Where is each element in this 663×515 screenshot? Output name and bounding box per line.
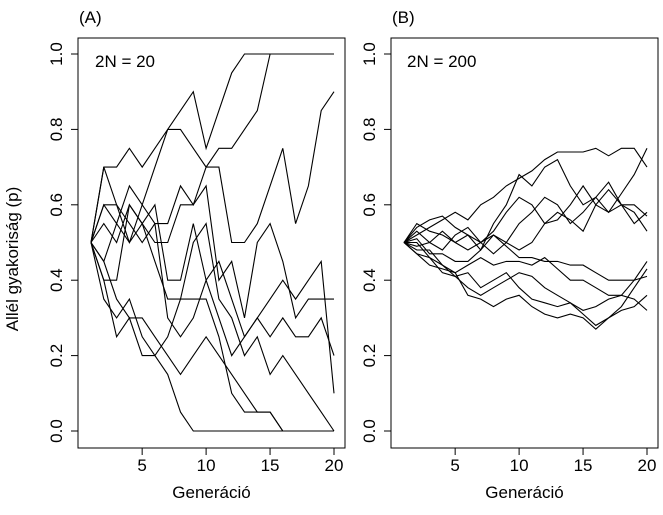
series-line-4 — [403, 181, 648, 251]
series-line-7 — [403, 242, 648, 296]
population-size-annotation: 2N = 20 — [95, 52, 155, 71]
y-axis-label: Allél gyakoriság (p) — [3, 187, 22, 332]
y-tick-label: 0.0 — [360, 419, 379, 443]
series-line-3 — [90, 91, 335, 244]
y-tick-label: 0.6 — [360, 193, 379, 217]
y-tick-label: 0.4 — [47, 268, 66, 292]
panel-label: (B) — [392, 8, 415, 27]
series-line-2 — [403, 148, 648, 251]
series-line-5 — [403, 188, 648, 255]
y-tick-label: 0.8 — [360, 118, 379, 142]
series-line-5 — [90, 203, 335, 356]
y-tick-label: 1.0 — [360, 42, 379, 66]
x-tick-label: 5 — [137, 456, 146, 475]
series-line-2 — [90, 53, 334, 243]
x-tick-label: 10 — [197, 456, 216, 475]
y-tick-label: 0.8 — [47, 118, 66, 142]
series-line-10 — [403, 242, 648, 330]
x-tick-label: 20 — [638, 456, 657, 475]
series-line-7 — [90, 204, 335, 432]
series-line-1 — [403, 147, 648, 243]
y-tick-label: 0.6 — [47, 193, 66, 217]
x-tick-label: 15 — [261, 456, 280, 475]
panel-label: (A) — [79, 8, 102, 27]
series-line-6 — [403, 234, 648, 281]
panel-b: (B) 2N = 200 5 10 15 20 Generáció 0.0 0.2 0.4 0.6 0… — [360, 8, 659, 502]
series-line-3 — [403, 184, 648, 244]
x-tick-label: 10 — [510, 456, 529, 475]
y-tick-label: 0.2 — [47, 344, 66, 368]
y-tick-label: 1.0 — [47, 42, 66, 66]
y-tick-label: 0.4 — [360, 268, 379, 292]
x-tick-label: 5 — [450, 456, 459, 475]
x-tick-label: 20 — [325, 456, 344, 475]
x-axis-label: Generáció — [172, 483, 250, 502]
y-tick-label: 0.2 — [360, 344, 379, 368]
population-size-annotation: 2N = 200 — [407, 52, 476, 71]
series-line-9 — [403, 242, 648, 327]
series-line-10 — [90, 242, 334, 432]
panel-a: (A) 2N = 20 5 10 15 20 Generáció 0.0 0.2 0.4 0.6 0.… — [47, 8, 346, 502]
series-line-6 — [90, 203, 335, 394]
series-line-8 — [404, 241, 648, 311]
x-tick-label: 15 — [574, 456, 593, 475]
plot-frame — [77, 37, 346, 449]
x-axis-label: Generáció — [485, 483, 563, 502]
y-tick-label: 0.0 — [47, 419, 66, 443]
